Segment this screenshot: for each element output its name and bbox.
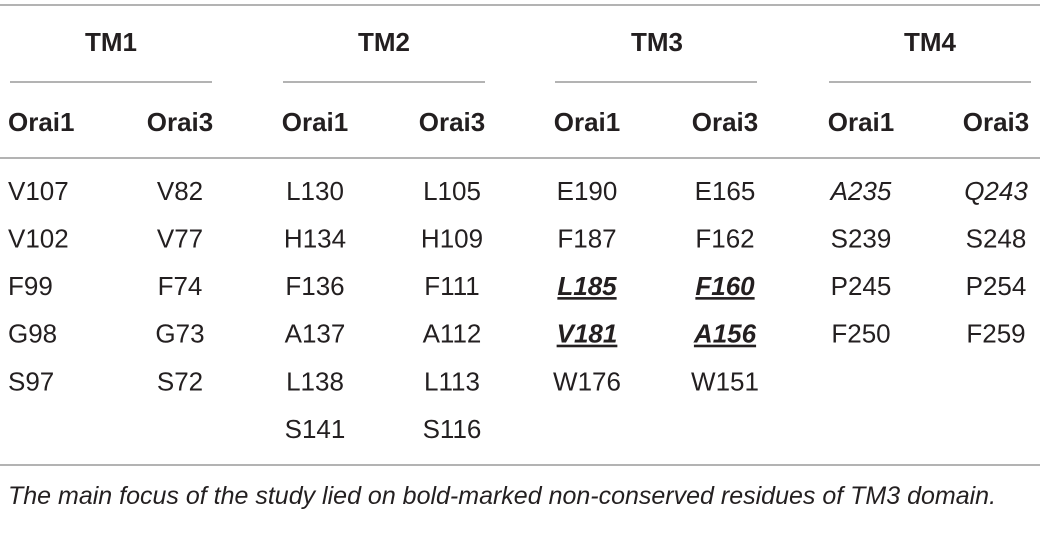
cell: P254 — [966, 271, 1027, 301]
cell: H134 — [284, 223, 346, 253]
cell: F250 — [831, 319, 890, 349]
cell: Q243 — [964, 176, 1028, 206]
footnote: The main focus of the study lied on bold… — [8, 482, 997, 510]
cell: L185 — [557, 271, 617, 301]
cell: A156 — [693, 319, 757, 349]
cell: W176 — [553, 366, 621, 396]
group-header: TM3 — [631, 27, 683, 57]
cell: V107 — [8, 176, 69, 206]
column-header: Orai1 — [8, 107, 75, 137]
group-header: TM1 — [85, 27, 137, 57]
column-header: Orai1 — [828, 107, 895, 137]
cell: L105 — [423, 176, 481, 206]
cell: E165 — [695, 176, 756, 206]
cell: V82 — [157, 176, 203, 206]
cell: F162 — [695, 223, 754, 253]
column-header: Orai3 — [147, 107, 214, 137]
cell: W151 — [691, 366, 759, 396]
cell: F99 — [8, 271, 53, 301]
cell: P245 — [831, 271, 892, 301]
table: TM1 TM2 TM3 TM4 Orai1 Orai3 Orai1 Orai3 Orai1 Ora… — [0, 4, 1040, 466]
cell: A137 — [285, 319, 346, 349]
cell: A235 — [829, 176, 892, 206]
cell: A112 — [423, 319, 482, 349]
cell: S248 — [966, 223, 1027, 253]
cell: S239 — [831, 223, 892, 253]
cell: S141 — [285, 414, 346, 444]
cell: V102 — [8, 223, 69, 253]
cell: E190 — [557, 176, 618, 206]
column-header: Orai1 — [554, 107, 621, 137]
cell: S72 — [157, 366, 203, 396]
cell: F111 — [424, 271, 479, 301]
column-header: Orai3 — [692, 107, 759, 137]
cell: F136 — [285, 271, 344, 301]
column-header: Orai3 — [419, 107, 486, 137]
cell: L130 — [286, 176, 344, 206]
cell: F74 — [158, 271, 203, 301]
cell: G98 — [8, 319, 57, 349]
cell: S116 — [423, 414, 482, 444]
column-header: Orai1 — [282, 107, 349, 137]
cell: H109 — [421, 223, 483, 253]
cell: V77 — [157, 223, 203, 253]
cell: F160 — [695, 271, 755, 301]
column-header: Orai3 — [963, 107, 1030, 137]
cell: L113 — [424, 366, 480, 396]
cell: G73 — [155, 319, 204, 349]
group-header: TM2 — [358, 27, 410, 57]
cell: F187 — [557, 223, 616, 253]
cell: F259 — [966, 319, 1025, 349]
cell: S97 — [8, 366, 54, 396]
cell: L138 — [286, 366, 344, 396]
cell: V181 — [557, 319, 618, 349]
group-header: TM4 — [904, 27, 957, 57]
